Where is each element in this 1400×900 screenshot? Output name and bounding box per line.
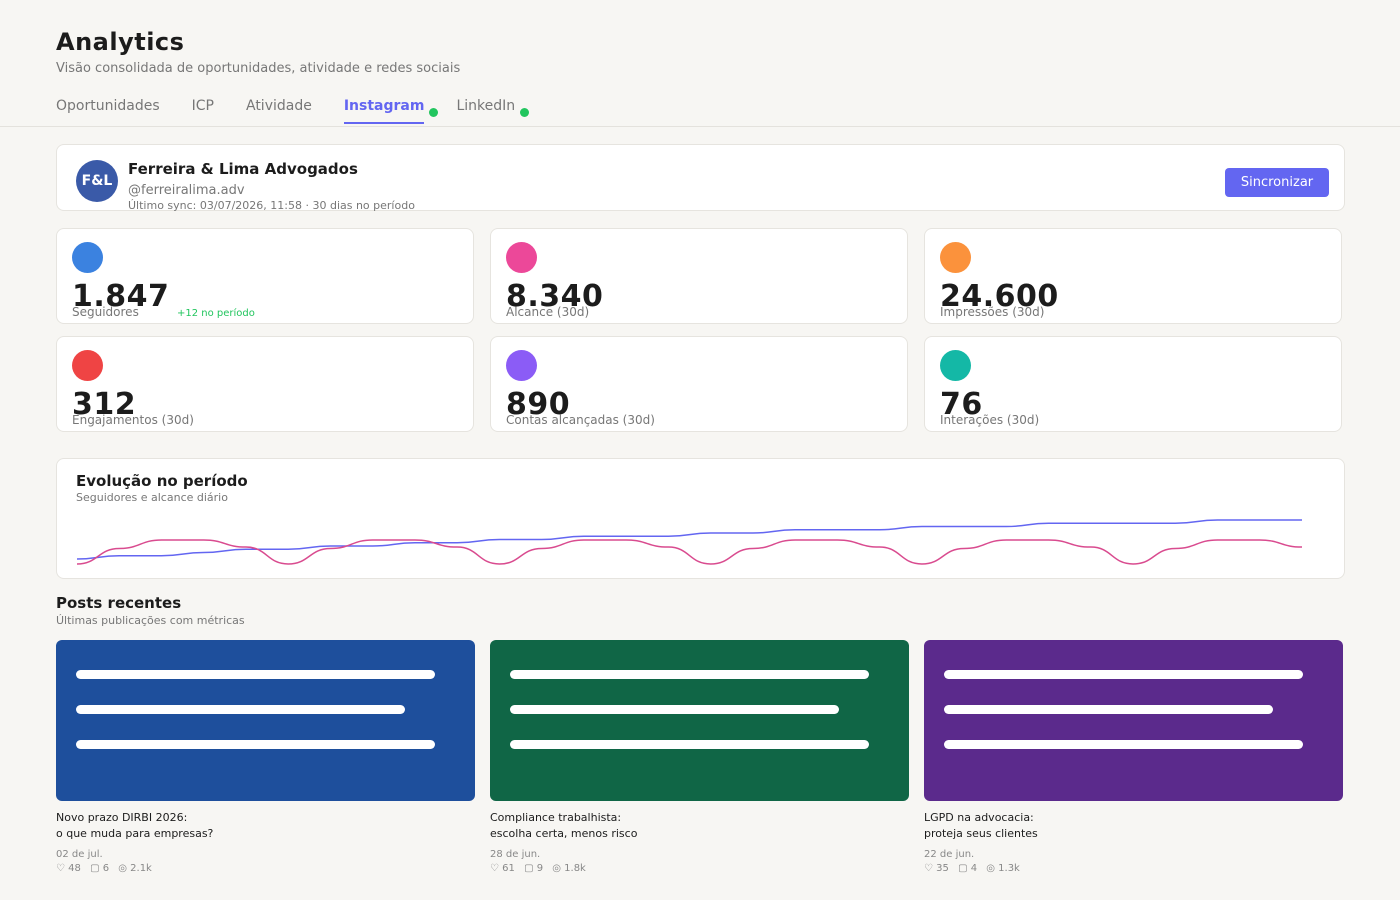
stat-card-interacoes: 76 Interações (30d) xyxy=(924,336,1342,432)
post-metrics: ♡ 48 ▢ 6 ◎ 2.1k xyxy=(56,863,475,874)
post-title: Novo prazo DIRBI 2026: o que muda para e… xyxy=(56,810,475,842)
accounts-reached-icon xyxy=(506,350,537,381)
stat-card-seguidores: 1.847 Seguidores +12 no período xyxy=(56,228,474,324)
stat-value: 8.340 xyxy=(506,279,604,314)
tab-bar: Oportunidades ICP Atividade Instagram Li… xyxy=(56,98,547,126)
stat-label: Interações (30d) xyxy=(940,413,1040,427)
stat-value: 24.600 xyxy=(940,279,1059,314)
page-subtitle: Visão consolidada de oportunidades, ativ… xyxy=(56,61,461,76)
tab-linkedin[interactable]: LinkedIn xyxy=(456,98,530,124)
post-card[interactable]: LGPD na advocacia: proteja seus clientes… xyxy=(924,640,1343,874)
tab-oportunidades[interactable]: Oportunidades xyxy=(56,98,160,124)
comments-count: ▢ 6 xyxy=(90,863,110,874)
stat-value: 1.847 xyxy=(72,279,170,314)
evolution-chart-card: Evolução no período Seguidores e alcance… xyxy=(56,458,1345,579)
comments-count: ▢ 4 xyxy=(958,863,978,874)
profile-handle: @ferreiralima.adv xyxy=(128,183,245,198)
post-title: LGPD na advocacia: proteja seus clientes xyxy=(924,810,1343,842)
avatar: F&L xyxy=(76,160,118,202)
comments-count: ▢ 9 xyxy=(524,863,544,874)
stat-value: 76 xyxy=(940,387,983,422)
tab-divider xyxy=(0,126,1400,127)
thumbnail-text-bar xyxy=(76,670,435,679)
tab-label: ICP xyxy=(191,98,214,114)
likes-count: ♡ 35 xyxy=(924,863,949,874)
tab-label: Atividade xyxy=(245,98,312,114)
thumbnail-text-bar xyxy=(76,705,405,714)
stat-label: Impressões (30d) xyxy=(940,305,1045,319)
thumbnail-text-bar xyxy=(944,705,1273,714)
post-date: 28 de jun. xyxy=(490,849,541,860)
connected-status-dot xyxy=(520,108,530,117)
connected-status-dot xyxy=(429,108,439,117)
interactions-icon xyxy=(940,350,971,381)
tab-label: Oportunidades xyxy=(56,98,160,114)
stat-label: Engajamentos (30d) xyxy=(72,413,194,427)
posts-section-title: Posts recentes xyxy=(56,594,182,612)
posts-section-subtitle: Últimas publicações com métricas xyxy=(56,614,245,627)
post-thumbnail[interactable] xyxy=(56,640,475,801)
post-card[interactable]: Novo prazo DIRBI 2026: o que muda para e… xyxy=(56,640,475,874)
tab-atividade[interactable]: Atividade xyxy=(246,98,312,124)
stat-label: Seguidores xyxy=(72,305,139,319)
reach-count: ◎ 1.8k xyxy=(552,863,586,874)
sync-info: Último sync: 03/07/2026, 11:58 · 30 dias… xyxy=(128,199,415,212)
likes-count: ♡ 61 xyxy=(490,863,515,874)
stat-card-alcance: 8.340 Alcance (30d) xyxy=(490,228,908,324)
post-title-line: proteja seus clientes xyxy=(924,827,1038,840)
series-line-1 xyxy=(76,539,1303,565)
post-metrics: ♡ 61 ▢ 9 ◎ 1.8k xyxy=(490,863,909,874)
profile-card: F&L Ferreira & Lima Advogados @ferreiral… xyxy=(56,144,1345,212)
thumbnail-text-bar xyxy=(944,670,1303,679)
reach-count: ◎ 2.1k xyxy=(118,863,152,874)
reach-icon xyxy=(506,242,537,273)
evolution-line-chart xyxy=(76,519,1303,565)
post-date: 22 de jun. xyxy=(924,849,975,860)
tab-icp[interactable]: ICP xyxy=(192,98,214,124)
post-title-line: LGPD na advocacia: xyxy=(924,811,1034,824)
profile-name: Ferreira & Lima Advogados xyxy=(128,160,358,178)
post-card[interactable]: Compliance trabalhista: escolha certa, m… xyxy=(490,640,909,874)
tab-label: Instagram xyxy=(343,98,425,114)
sync-button[interactable]: Sincronizar xyxy=(1225,168,1329,197)
post-title-line: Novo prazo DIRBI 2026: xyxy=(56,811,188,824)
post-title-line: escolha certa, menos risco xyxy=(490,827,638,840)
chart-title: Evolução no período xyxy=(76,472,248,490)
chart-subtitle: Seguidores e alcance diário xyxy=(76,491,228,504)
thumbnail-text-bar xyxy=(510,705,839,714)
post-title-line: o que muda para empresas? xyxy=(56,827,214,840)
thumbnail-text-bar xyxy=(944,740,1303,749)
tab-instagram[interactable]: Instagram xyxy=(343,98,439,124)
thumbnail-text-bar xyxy=(76,740,435,749)
followers-icon xyxy=(72,242,103,273)
stat-value: 890 xyxy=(506,387,571,422)
post-thumbnail[interactable] xyxy=(490,640,909,801)
post-date: 02 de jul. xyxy=(56,849,103,860)
reach-count: ◎ 1.3k xyxy=(986,863,1020,874)
thumbnail-text-bar xyxy=(510,740,869,749)
stat-value: 312 xyxy=(72,387,137,422)
post-metrics: ♡ 35 ▢ 4 ◎ 1.3k xyxy=(924,863,1343,874)
stat-delta: +12 no período xyxy=(177,308,255,319)
tab-label: LinkedIn xyxy=(456,98,516,114)
post-title: Compliance trabalhista: escolha certa, m… xyxy=(490,810,909,842)
stat-label: Contas alcançadas (30d) xyxy=(506,413,655,427)
page-title: Analytics xyxy=(56,28,185,56)
stat-card-engajamentos: 312 Engajamentos (30d) xyxy=(56,336,474,432)
post-thumbnail[interactable] xyxy=(924,640,1343,801)
stat-label: Alcance (30d) xyxy=(506,305,590,319)
stat-card-contas-alcancadas: 890 Contas alcançadas (30d) xyxy=(490,336,908,432)
series-line-0 xyxy=(76,519,1302,560)
page-header: Analytics xyxy=(56,28,184,56)
post-title-line: Compliance trabalhista: xyxy=(490,811,622,824)
engagement-icon xyxy=(72,350,103,381)
impressions-icon xyxy=(940,242,971,273)
likes-count: ♡ 48 xyxy=(56,863,81,874)
thumbnail-text-bar xyxy=(510,670,869,679)
stat-card-impressoes: 24.600 Impressões (30d) xyxy=(924,228,1342,324)
